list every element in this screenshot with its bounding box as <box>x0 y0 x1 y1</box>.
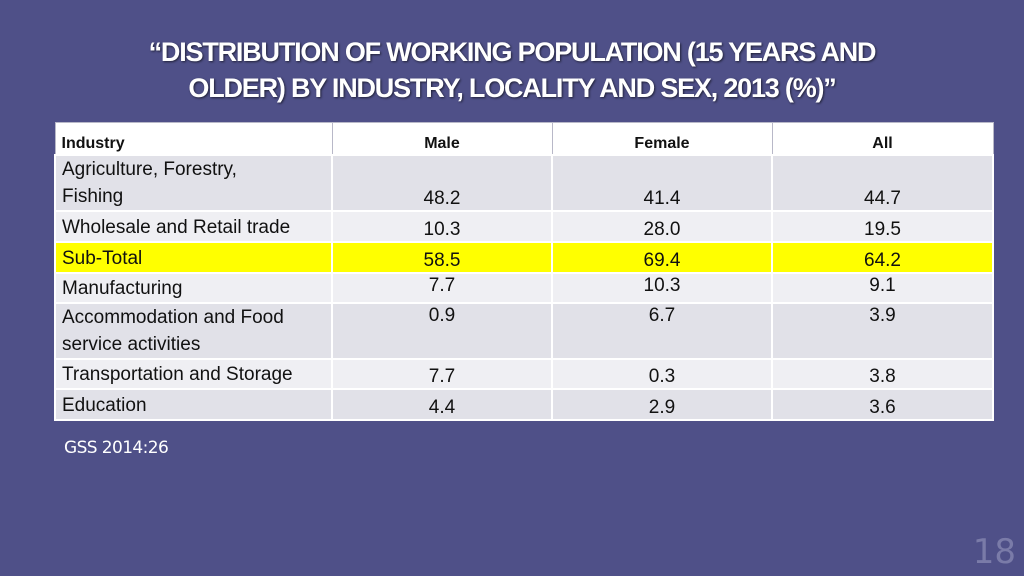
male-value: 7.7 <box>331 358 553 390</box>
all-value: 3.9 <box>771 302 994 360</box>
title-line-2: OLDER) BY INDUSTRY, LOCALITY AND SEX, 20… <box>188 73 836 103</box>
all-value: 3.8 <box>771 358 994 390</box>
female-value: 2.9 <box>551 388 773 421</box>
all-value: 3.6 <box>771 388 994 421</box>
industry-label-line-1: Agriculture, Forestry, <box>62 159 237 180</box>
female-value: 0.3 <box>551 358 773 390</box>
subtotal-row: Sub-Total 58.5 69.4 64.2 <box>54 241 994 274</box>
industry-label-line-2: Fishing <box>62 186 124 207</box>
table-row: Manufacturing 7.7 10.3 9.1 <box>54 272 994 304</box>
title-line-1: “DISTRIBUTION OF WORKING POPULATION (15 … <box>148 37 877 67</box>
male-value: 4.4 <box>331 388 553 421</box>
table-row: Transportation and Storage 7.7 0.3 3.8 <box>54 358 994 390</box>
all-value: 19.5 <box>771 210 994 243</box>
header-all: All <box>771 122 994 156</box>
industry-cell: Agriculture, Forestry, Fishing <box>54 154 333 212</box>
male-value: 48.2 <box>331 154 553 212</box>
header-male: Male <box>331 122 553 156</box>
female-value: 69.4 <box>551 241 773 274</box>
industry-label-line-2: service activities <box>62 334 201 355</box>
table-row: Agriculture, Forestry, Fishing 48.2 41.4… <box>54 154 994 212</box>
male-value: 10.3 <box>331 210 553 243</box>
all-value: 64.2 <box>771 241 994 274</box>
table-row: Accommodation and Food service activitie… <box>54 302 994 360</box>
industry-cell: Education <box>54 388 333 421</box>
industry-cell: Wholesale and Retail trade <box>54 210 333 243</box>
all-value: 9.1 <box>771 272 994 304</box>
industry-cell: Manufacturing <box>54 272 333 304</box>
female-value: 28.0 <box>551 210 773 243</box>
industry-cell: Transportation and Storage <box>54 358 333 390</box>
male-value: 0.9 <box>331 302 553 360</box>
table-row: Wholesale and Retail trade 10.3 28.0 19.… <box>54 210 994 243</box>
female-value: 10.3 <box>551 272 773 304</box>
table-row: Education 4.4 2.9 3.6 <box>54 388 994 421</box>
page-number: 18 <box>972 532 1016 572</box>
header-female: Female <box>551 122 773 156</box>
female-value: 6.7 <box>551 302 773 360</box>
industry-label-line-1: Accommodation and Food <box>62 307 284 328</box>
male-value: 7.7 <box>331 272 553 304</box>
female-value: 41.4 <box>551 154 773 212</box>
all-value: 44.7 <box>771 154 994 212</box>
header-industry: Industry <box>54 122 333 156</box>
source-citation: GSS 2014:26 <box>64 438 169 458</box>
data-table-container: Industry Male Female All Agriculture, Fo… <box>54 122 994 421</box>
slide-title: “DISTRIBUTION OF WORKING POPULATION (15 … <box>60 34 964 106</box>
male-value: 58.5 <box>331 241 553 274</box>
industry-cell: Accommodation and Food service activitie… <box>54 302 333 360</box>
industry-cell: Sub-Total <box>54 241 333 274</box>
industry-distribution-table: Industry Male Female All Agriculture, Fo… <box>54 122 994 421</box>
table-header-row: Industry Male Female All <box>54 122 994 156</box>
